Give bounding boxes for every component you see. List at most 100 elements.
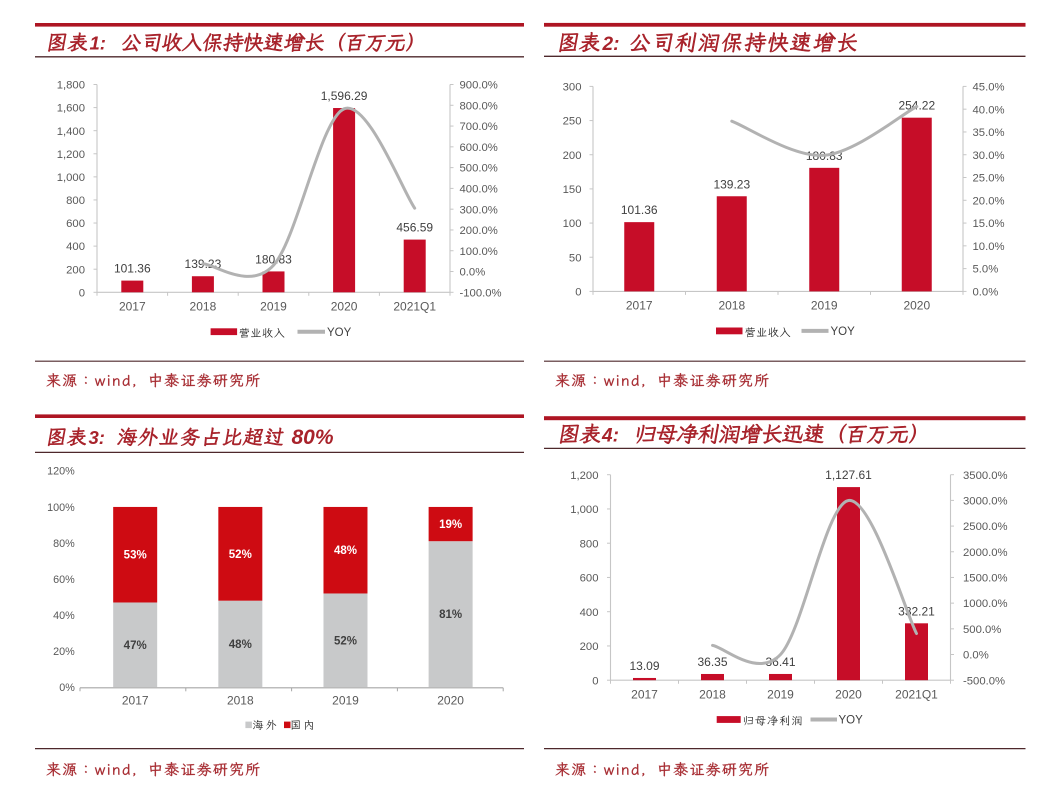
svg-text:35.0%: 35.0%	[973, 127, 1005, 139]
svg-text:100%: 100%	[47, 502, 75, 514]
svg-text:2019: 2019	[332, 693, 359, 707]
svg-text:2018: 2018	[718, 298, 745, 312]
svg-text:80%: 80%	[53, 538, 75, 550]
svg-text:800: 800	[580, 538, 599, 550]
svg-text:0: 0	[592, 675, 598, 687]
svg-text:2017: 2017	[626, 298, 653, 312]
svg-text:1,400: 1,400	[57, 126, 85, 138]
svg-text:2021Q1: 2021Q1	[393, 299, 436, 313]
svg-text:2017: 2017	[122, 693, 149, 707]
svg-text:2017: 2017	[631, 688, 658, 702]
svg-text:250: 250	[563, 116, 582, 128]
svg-text:2019: 2019	[260, 299, 287, 313]
svg-text:2017: 2017	[119, 299, 146, 313]
svg-text:2:: 2:	[602, 34, 620, 55]
svg-text:1000.0%: 1000.0%	[963, 598, 1008, 610]
svg-text:2018: 2018	[227, 693, 254, 707]
svg-text:2019: 2019	[811, 298, 838, 312]
svg-text:20.0%: 20.0%	[973, 195, 1005, 207]
svg-text:150: 150	[563, 184, 582, 196]
svg-text:1,127.61: 1,127.61	[825, 468, 872, 482]
svg-text:3000.0%: 3000.0%	[963, 496, 1008, 508]
svg-text:1,800: 1,800	[57, 80, 85, 92]
svg-text:3500.0%: 3500.0%	[963, 470, 1008, 482]
svg-text:600.0%: 600.0%	[460, 142, 498, 154]
svg-text:-500.0%: -500.0%	[963, 675, 1005, 687]
svg-text:100.0%: 100.0%	[460, 246, 498, 258]
svg-text:3:: 3:	[89, 427, 105, 448]
svg-text:4:: 4:	[601, 426, 619, 447]
svg-text:600: 600	[580, 573, 599, 585]
svg-text:15.0%: 15.0%	[973, 218, 1005, 230]
svg-text:13.09: 13.09	[629, 659, 659, 673]
svg-text:1,000: 1,000	[570, 504, 598, 516]
svg-text:400.0%: 400.0%	[460, 184, 498, 196]
svg-text:2018: 2018	[190, 299, 217, 313]
svg-text:2021Q1: 2021Q1	[895, 688, 938, 702]
svg-text:120%: 120%	[47, 466, 75, 478]
svg-text:1:: 1:	[90, 33, 106, 54]
svg-text:YOY: YOY	[831, 326, 856, 338]
svg-text:800.0%: 800.0%	[460, 100, 498, 112]
svg-text:2000.0%: 2000.0%	[963, 547, 1008, 559]
svg-text:500.0%: 500.0%	[963, 624, 1001, 636]
svg-text:0: 0	[79, 287, 85, 299]
svg-text:700.0%: 700.0%	[460, 121, 498, 133]
svg-text:2020: 2020	[835, 688, 862, 702]
svg-text:YOY: YOY	[327, 327, 352, 339]
svg-text:2020: 2020	[331, 299, 358, 313]
svg-text:1,600: 1,600	[57, 103, 85, 115]
svg-text:10.0%: 10.0%	[973, 241, 1005, 253]
svg-text:100: 100	[563, 218, 582, 230]
svg-text:300.0%: 300.0%	[460, 204, 498, 216]
svg-text:0: 0	[575, 287, 581, 299]
svg-text:40.0%: 40.0%	[973, 104, 1005, 116]
svg-text:0.0%: 0.0%	[973, 287, 999, 299]
svg-text:600: 600	[66, 218, 85, 230]
svg-text:2019: 2019	[767, 688, 794, 702]
svg-text:1,000: 1,000	[57, 172, 85, 184]
svg-text:36.41: 36.41	[765, 655, 795, 669]
svg-text:30.0%: 30.0%	[973, 150, 1005, 162]
svg-text:200: 200	[563, 150, 582, 162]
svg-text:1,596.29: 1,596.29	[321, 89, 368, 103]
svg-text:456.59: 456.59	[396, 221, 433, 235]
svg-text:2018: 2018	[699, 688, 726, 702]
svg-text:0.0%: 0.0%	[963, 650, 989, 662]
svg-text:1500.0%: 1500.0%	[963, 573, 1008, 585]
svg-text:332.21: 332.21	[898, 604, 935, 618]
svg-text:48%: 48%	[229, 639, 252, 651]
svg-text:1,200: 1,200	[570, 470, 598, 482]
svg-text:47%: 47%	[124, 640, 147, 652]
svg-text:36.35: 36.35	[697, 655, 727, 669]
svg-text:52%: 52%	[334, 635, 357, 647]
svg-text:45.0%: 45.0%	[973, 82, 1005, 94]
svg-text:2020: 2020	[437, 693, 464, 707]
svg-text:2020: 2020	[903, 298, 930, 312]
svg-text:48%: 48%	[334, 545, 357, 557]
svg-text:101.36: 101.36	[621, 203, 658, 217]
svg-text:40%: 40%	[53, 610, 75, 622]
svg-text:400: 400	[580, 607, 599, 619]
svg-text:800: 800	[66, 195, 85, 207]
svg-text:YOY: YOY	[839, 715, 864, 727]
svg-text:101.36: 101.36	[114, 262, 151, 276]
svg-text:19%: 19%	[439, 519, 462, 531]
svg-text:-100.0%: -100.0%	[460, 287, 502, 299]
svg-text:80%: 80%	[292, 426, 334, 449]
svg-text:5.0%: 5.0%	[973, 264, 999, 276]
svg-text:400: 400	[66, 241, 85, 253]
svg-text:20%: 20%	[53, 646, 75, 658]
svg-text:200.0%: 200.0%	[460, 225, 498, 237]
svg-text:900.0%: 900.0%	[460, 80, 498, 92]
svg-text:300: 300	[563, 82, 582, 94]
svg-text:500.0%: 500.0%	[460, 163, 498, 175]
svg-text:200: 200	[66, 264, 85, 276]
svg-text:2500.0%: 2500.0%	[963, 521, 1008, 533]
svg-text:81%: 81%	[439, 609, 462, 621]
svg-text:1,200: 1,200	[57, 149, 85, 161]
svg-text:25.0%: 25.0%	[973, 173, 1005, 185]
svg-text:53%: 53%	[124, 550, 147, 562]
svg-text:52%: 52%	[229, 549, 252, 561]
svg-text:180.83: 180.83	[255, 252, 292, 266]
